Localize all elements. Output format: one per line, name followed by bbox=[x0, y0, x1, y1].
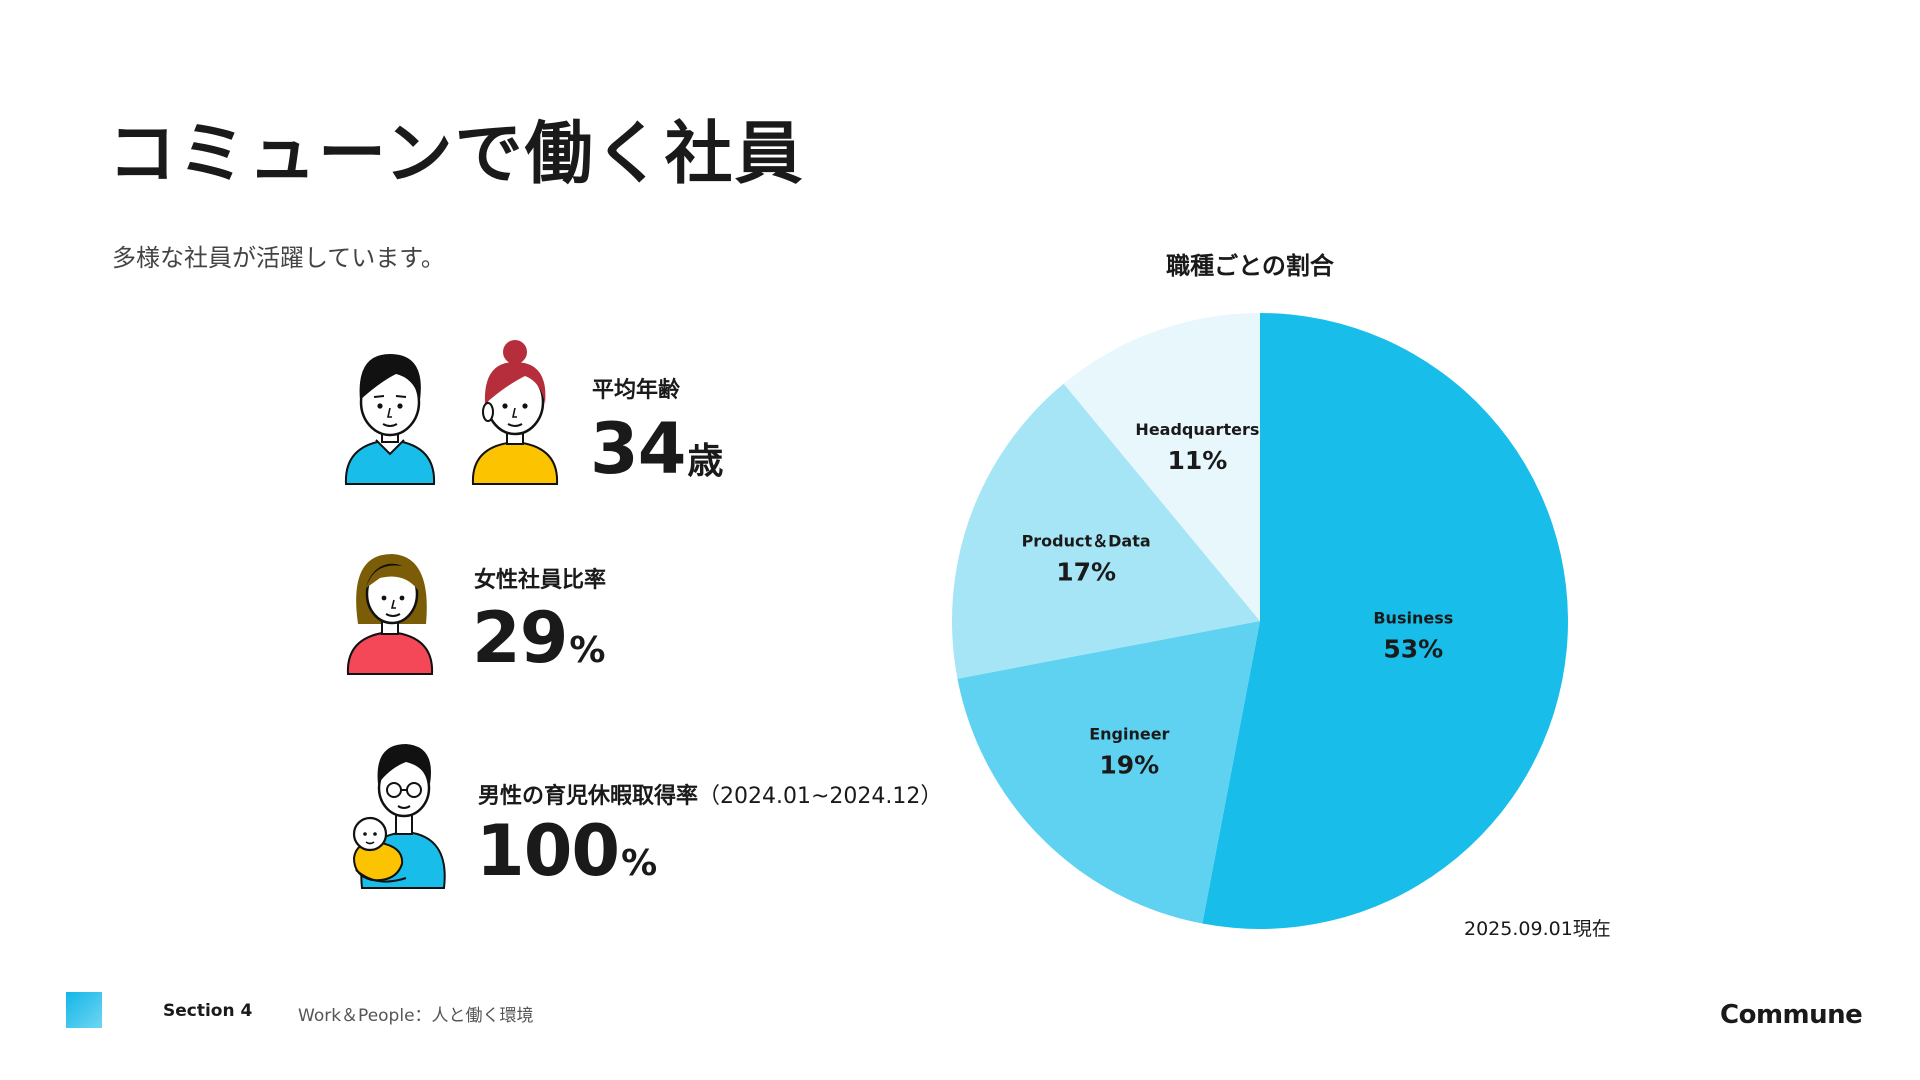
pie-label-product-data: Product＆Data bbox=[1022, 531, 1151, 550]
female-employee-icon bbox=[471, 340, 559, 485]
chart-title: 職種ごとの割合 bbox=[1166, 252, 1334, 280]
male-employee-icon bbox=[344, 354, 436, 485]
pie-slice-headquarters bbox=[1063, 313, 1260, 621]
average-age-value: 34歳 bbox=[590, 414, 723, 484]
pie-label-headquarters: Headquarters bbox=[1135, 420, 1259, 439]
section-marker bbox=[66, 992, 102, 1028]
pie-label-engineer: Engineer bbox=[1089, 725, 1169, 744]
paternity-leave-unit: % bbox=[621, 843, 658, 884]
footer-section: Section 4 bbox=[163, 1001, 253, 1021]
pie-value-engineer: 19% bbox=[1099, 751, 1159, 780]
as-of-date: 2025.09.01現在 bbox=[1464, 918, 1611, 940]
pie-slice-product-data bbox=[952, 383, 1260, 679]
average-age-label: 平均年齢 bbox=[592, 378, 681, 403]
female-employee-ratio-icon bbox=[346, 554, 434, 675]
pie-value-business: 53% bbox=[1383, 634, 1443, 663]
footer-topic: Work＆People：人と働く環境 bbox=[298, 1006, 534, 1026]
female-ratio-label: 女性社員比率 bbox=[474, 568, 607, 593]
pie-label-business: Business bbox=[1373, 608, 1453, 627]
paternity-leave-period: （2024.01~2024.12） bbox=[698, 784, 943, 809]
female-ratio-value: 29% bbox=[472, 603, 606, 673]
paternity-leave-label: 男性の育児休暇取得率（2024.01~2024.12） bbox=[478, 778, 942, 810]
average-age-number: 34 bbox=[590, 408, 686, 490]
pie-value-headquarters: 11% bbox=[1167, 446, 1227, 475]
pie-slice-business bbox=[1202, 313, 1568, 929]
paternity-leave-label-text: 男性の育児休暇取得率 bbox=[478, 784, 699, 809]
commune-logo: Commune bbox=[1720, 1000, 1863, 1030]
pie-value-product-data: 17% bbox=[1056, 557, 1116, 586]
paternity-leave-number: 100 bbox=[476, 810, 620, 892]
father-with-baby-icon bbox=[352, 744, 446, 889]
female-ratio-number: 29 bbox=[472, 597, 568, 679]
page-subtitle: 多様な社員が活躍しています。 bbox=[112, 244, 445, 272]
page-title: コミューンで働く社員 bbox=[108, 115, 805, 194]
pie-slice-engineer bbox=[957, 621, 1260, 924]
female-ratio-unit: % bbox=[569, 630, 606, 671]
paternity-leave-value: 100% bbox=[476, 816, 657, 886]
average-age-unit: 歳 bbox=[687, 441, 724, 482]
